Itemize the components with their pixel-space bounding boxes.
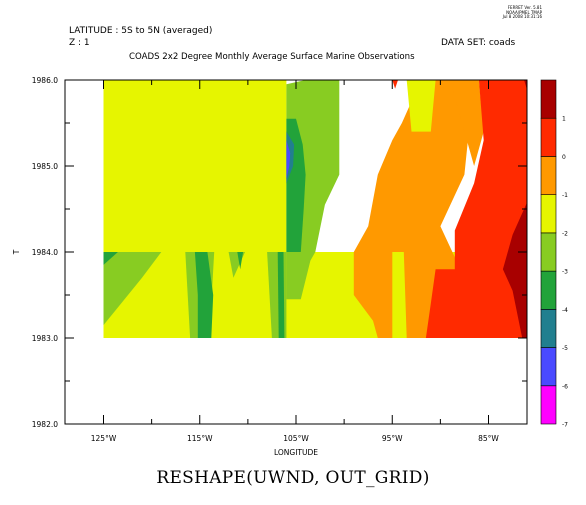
colorbar-label: -5	[562, 345, 568, 352]
contour-band	[425, 80, 527, 338]
colorbar-swatch	[540, 232, 557, 272]
y-tick-label: 1985.0	[32, 162, 58, 171]
contour-band	[406, 80, 436, 132]
figure-caption: RESHAPE(UWND, OUT_GRID)	[156, 468, 430, 488]
contour-band	[277, 252, 285, 338]
plot-title: COADS 2x2 Degree Monthly Average Surface…	[129, 52, 415, 62]
contour-band	[103, 252, 162, 326]
colorbar-swatch	[540, 385, 557, 425]
contour-band	[286, 252, 316, 300]
contour-band	[194, 252, 214, 338]
stamp-line: Jul 8 2008 10:31:16	[502, 14, 542, 19]
colorbar-swatch	[540, 156, 557, 195]
colorbar-label: -2	[562, 230, 568, 237]
colorbar-label: 0	[562, 154, 566, 161]
y-tick-label: 1983.0	[32, 334, 58, 343]
y-tick-label: 1986.0	[32, 76, 58, 85]
colorbar-label: -7	[562, 422, 568, 429]
latitude-label: LATITUDE : 5S to 5N (averaged)	[69, 26, 213, 36]
contour-band	[502, 202, 527, 338]
y-tick-label: 1982.0	[32, 420, 58, 429]
y-axis-label: T	[12, 249, 21, 255]
x-tick-label: 105°W	[283, 434, 309, 443]
z-label: Z : 1	[69, 38, 90, 48]
x-tick-label: 125°W	[91, 434, 117, 443]
colorbar-swatch	[540, 117, 557, 157]
contour-band	[392, 252, 407, 338]
contour-band	[237, 252, 244, 270]
contour-band	[524, 80, 527, 90]
contour-band	[450, 80, 484, 166]
colorbar-swatch	[540, 347, 557, 387]
colorbar-label: -1	[562, 192, 568, 199]
colorbar-swatch	[540, 270, 557, 310]
ferret-stamp: FERRET Ver. 5.81 NOAA/PMEL TMAP Jul 8 20…	[502, 5, 542, 20]
contour-band	[103, 252, 118, 265]
colorbar-swatch	[540, 309, 557, 348]
x-tick-label: 85°W	[478, 434, 499, 443]
colorbar-label: 1	[562, 116, 566, 123]
colorbar-label: -6	[562, 383, 568, 390]
contour-band	[286, 140, 291, 179]
stamp-line: NOAA/PMEL TMAP	[506, 9, 542, 15]
colorbar-label: -4	[562, 307, 568, 314]
contour-band	[392, 80, 398, 89]
x-axis-label: LONGITUDE	[274, 448, 318, 457]
stamp-line: FERRET Ver. 5.81	[507, 5, 542, 10]
colorbar-swatch	[540, 194, 557, 234]
x-tick-label: 115°W	[187, 434, 213, 443]
x-tick-label: 95°W	[382, 434, 403, 443]
colorbar-swatch	[540, 79, 557, 119]
dataset-label: DATA SET: coads	[441, 38, 516, 48]
colorbar-label: -3	[562, 269, 568, 276]
y-tick-label: 1984.0	[32, 248, 58, 257]
